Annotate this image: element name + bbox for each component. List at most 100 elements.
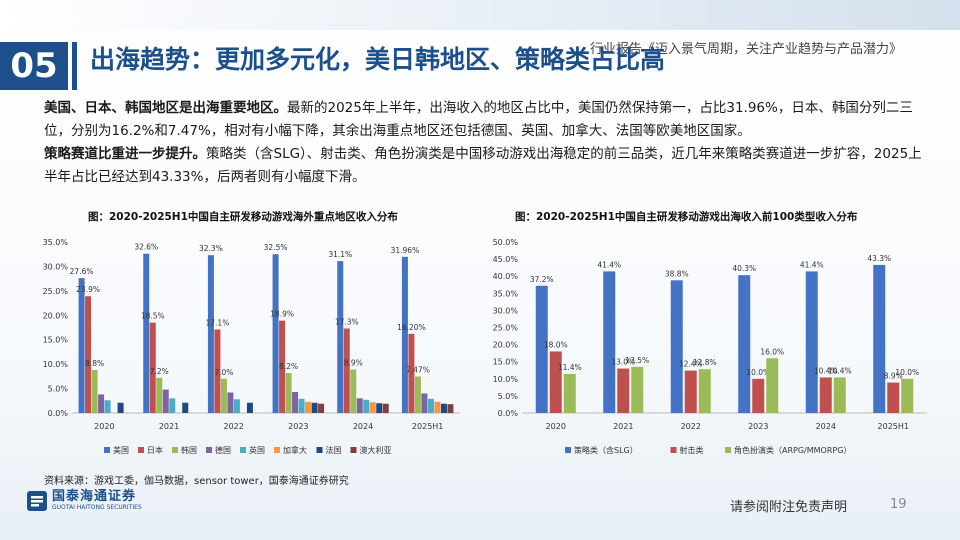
y-tick-label: 40.0% [493,272,519,281]
y-tick-label: 50.0% [493,238,519,247]
chart-2-title: 图：2020-2025H1中国自主研发移动游戏出海收入前100类型收入分布 [515,211,858,223]
legend-label: 法国 [326,445,342,455]
bar-美国-2021 [143,253,150,413]
bar-韩国-2023 [285,372,292,413]
bar-法国-2021 [182,402,189,413]
bar-策略类（含SLG）-2025H1 [873,264,886,413]
bar-日本-2024 [343,328,350,413]
bar-角色扮演类（ARPG/MMORPG）-2020 [563,374,576,413]
data-label: 32.5% [264,243,288,252]
y-tick-label: 25.0% [43,287,69,296]
y-tick-label: 5.0% [48,385,69,394]
data-label: 41.4% [597,260,621,269]
data-label: 7.0% [214,368,233,377]
bar-策略类（含SLG）-2020 [535,285,548,413]
page-number: 19 [890,497,907,512]
data-label: 18.5% [141,312,165,321]
data-label: 17.3% [335,317,359,326]
data-label: 32.3% [199,244,223,253]
bar-日本-2023 [279,320,286,413]
bar-日本-2025H1 [408,333,415,413]
x-tick-label: 2023 [748,422,768,431]
data-label: 31.1% [328,250,352,259]
bar-韩国-2022 [220,378,227,413]
company-logo: 国泰海通证券 GUOTAI HAITONG SECURITIES [26,490,142,512]
x-tick-label: 2024 [816,422,836,431]
bar-英国-2023 [298,398,305,413]
legend-swatch [316,447,323,453]
data-label: 17.1% [206,318,230,327]
data-label: 32.6% [134,243,158,252]
data-label: 8.9% [884,372,903,381]
legend-label: 加拿大 [283,445,307,455]
data-label: 7.47% [406,366,430,375]
data-label: 18.0% [544,340,568,349]
bar-德国-2021 [162,389,169,413]
legend-swatch [104,447,110,453]
y-tick-label: 15.0% [43,336,69,345]
data-label: 8.9% [344,359,363,368]
y-tick-label: 10.0% [43,360,69,369]
bar-法国-2024 [376,403,383,413]
bar-德国-2022 [227,392,234,413]
bar-英国-2024 [363,399,370,413]
paragraph-2-text: 策略类（含SLG）、射击类、角色扮演类是中国移动游戏出海稳定的前三品类，近几年来… [44,146,922,185]
bar-射击类-2025H1 [887,382,900,413]
legend-swatch [274,447,280,453]
y-tick-label: 20.0% [493,341,519,350]
bar-韩国-2021 [156,377,163,413]
x-tick-label: 2021 [159,422,179,431]
bar-德国-2024 [356,398,363,413]
paragraph-1: 美国、日本、韩国地区是出海重要地区。最新的2025年上半年，出海收入的地区占比中… [44,97,924,143]
y-tick-label: 35.0% [493,289,519,298]
bar-射击类-2023 [752,378,765,413]
bar-德国-2020 [98,394,105,413]
bar-加拿大-2025H1 [434,401,441,413]
bar-韩国-2024 [350,369,357,413]
bar-美国-2022 [207,255,214,413]
bar-日本-2021 [149,322,156,413]
data-label: 18.9% [270,310,294,319]
bar-射击类-2022 [684,370,697,413]
legend-label: 策略类（含SLG） [574,445,638,455]
x-tick-label: 2025H1 [412,422,443,431]
section-number: 05 [0,42,68,90]
source-note: 资料来源：游戏工委，伽马数据，sensor tower，国泰海通证券研究 [44,476,349,487]
bar-法国-2025H1 [440,403,447,413]
data-label: 10.0% [746,368,770,377]
legend-label: 英国 [249,445,265,455]
legend-swatch [350,447,357,453]
legend-label: 角色扮演类（ARPG/MMORPG） [734,445,851,455]
data-label: 27.6% [70,267,94,276]
bar-射击类-2024 [819,377,832,413]
legend-swatch [172,447,178,453]
legend-swatch [138,447,144,453]
data-label: 13.0% [611,358,635,367]
data-label: 12.4% [679,360,703,369]
bar-日本-2020 [85,296,92,413]
bar-美国-2024 [337,261,344,413]
x-tick-label: 2022 [223,422,243,431]
bar-韩国-2020 [91,370,98,413]
data-label: 10.0% [895,368,919,377]
legend-swatch [240,447,246,453]
data-label: 40.3% [732,264,756,273]
y-tick-label: 25.0% [493,324,519,333]
bar-策略类（含SLG）-2021 [603,271,616,413]
disclaimer-link[interactable]: 请参阅附注免责声明 [730,500,848,515]
legend-label: 美国 [113,445,129,455]
data-label: 38.8% [665,269,689,278]
paragraph-1-text: 最新的2025年上半年，出海收入的地区占比中，美国仍然保持第一，占比31.96%… [44,100,913,139]
legend-swatch [670,447,677,453]
bar-加拿大-2023 [305,401,312,413]
data-label: 7.2% [150,367,169,376]
bar-策略类（含SLG）-2023 [738,275,751,413]
x-tick-label: 2021 [613,422,633,431]
bar-射击类-2021 [617,368,630,413]
x-tick-label: 2023 [288,422,308,431]
y-tick-label: 5.0% [498,392,519,401]
bar-澳大利亚-2025H1 [447,404,454,413]
bar-角色扮演类（ARPG/MMORPG）-2025H1 [901,378,914,413]
bar-德国-2025H1 [421,393,428,413]
bar-日本-2022 [214,329,221,413]
